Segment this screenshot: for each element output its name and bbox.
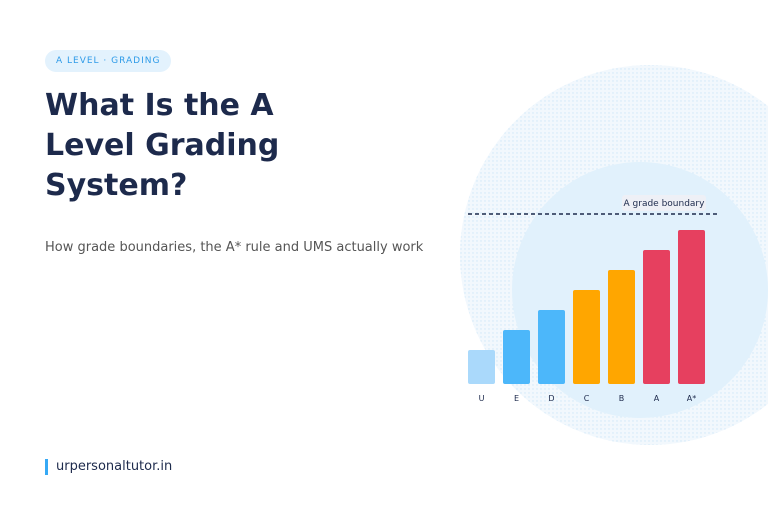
bar [643,250,670,384]
title: What Is the A Level Grading System? [45,88,280,203]
footer: urpersonaltutor.in [45,459,172,475]
bar [608,270,635,384]
x-tick-label: E [514,394,519,403]
bar [468,350,495,384]
x-tick-label: B [619,394,625,403]
x-tick-label: D [548,394,554,403]
bar [573,290,600,384]
x-tick-label: U [479,394,485,403]
x-tick-label: C [584,394,590,403]
bar [678,230,705,384]
x-tick-label: A* [687,394,696,403]
bar [503,330,530,384]
x-tick-label: A [654,394,660,403]
annotation-box [622,195,706,211]
subtitle: How grade boundaries, the A* rule and UM… [45,240,424,255]
bar [538,310,565,384]
annotation: A grade boundary [624,199,706,209]
tag: A LEVEL · GRADING [45,50,172,72]
